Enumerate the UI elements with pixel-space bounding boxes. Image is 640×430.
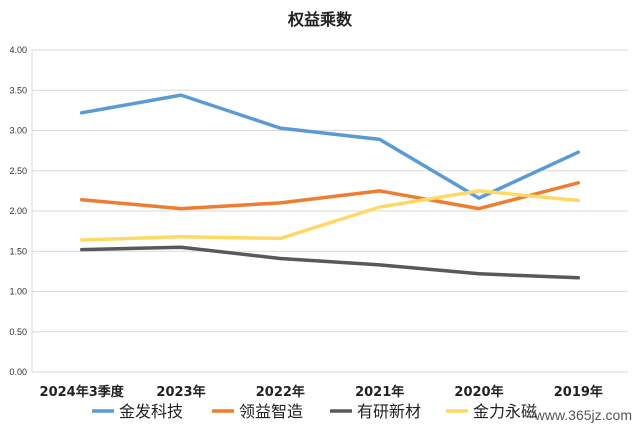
legend-label: 金发科技: [119, 402, 183, 421]
x-tick-label: 2019年: [554, 384, 603, 400]
y-tick-label: 4.00: [9, 45, 27, 55]
x-tick-label: 2023年: [156, 384, 205, 400]
y-tick-label: 2.50: [9, 166, 27, 176]
x-tick-label: 2020年: [454, 384, 503, 400]
x-axis-ticks: 2024年3季度 2023年 2022年 2021年 2020年 2019年: [40, 384, 603, 400]
y-axis-ticks: 0.00 0.50 1.00 1.50 2.00 2.50 3.00 3.50 4.00: [9, 45, 27, 377]
series-line: [79, 189, 581, 242]
y-tick-label: 2.00: [9, 206, 27, 216]
watermark: www.365jz.com: [534, 407, 632, 423]
x-tick-label: 2024年3季度: [40, 384, 125, 400]
legend-label: 金力永磁: [473, 402, 537, 421]
y-tick-label: 3.00: [9, 126, 27, 136]
series-line: [79, 181, 581, 211]
series-lines: [79, 93, 581, 280]
legend-label: 领益智造: [239, 402, 303, 421]
x-tick-label: 2022年: [256, 384, 305, 400]
grid-lines: [31, 49, 628, 373]
y-tick-label: 1.50: [9, 246, 27, 256]
legend: 金发科技 领益智造 有研新材 金力永磁: [92, 402, 537, 421]
y-tick-label: 0.50: [9, 327, 27, 337]
legend-label: 有研新材: [357, 402, 421, 421]
chart-title: 权益乘数: [287, 10, 353, 29]
y-tick-label: 3.50: [9, 85, 27, 95]
series-line: [79, 93, 581, 200]
y-tick-label: 1.00: [9, 287, 27, 297]
x-tick-label: 2021年: [355, 384, 404, 400]
series-line: [79, 245, 581, 280]
y-tick-label: 0.00: [9, 367, 27, 377]
